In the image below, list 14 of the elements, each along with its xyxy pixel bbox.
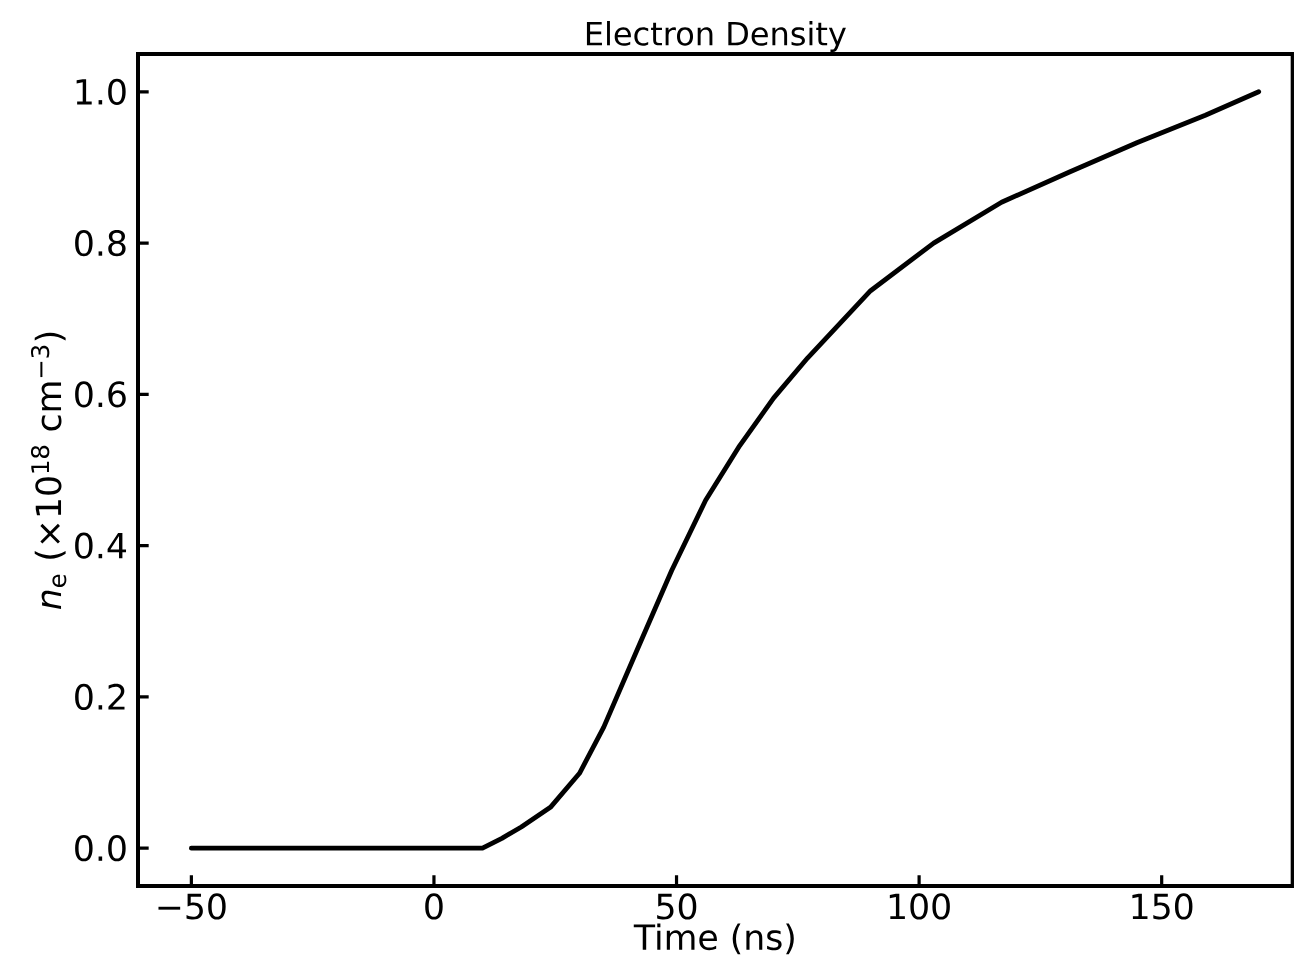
y-tick-label: 0.0 — [75, 835, 126, 862]
x-tick-label: 100 — [889, 893, 950, 920]
y-tick-label: 0.2 — [75, 683, 125, 710]
x-tick-label: −50 — [158, 893, 226, 920]
x-tick-label: 0 — [425, 893, 443, 920]
x-tick-label: 50 — [657, 893, 697, 920]
y-axis-title: n$_{e}$ (×10$^{18}$ cm$^{−3}$) — [30, 332, 67, 610]
y-tick-label: 0.6 — [75, 381, 126, 408]
x-tick-label: 150 — [1132, 893, 1193, 920]
x-axis-title: Time (ns) — [633, 923, 794, 955]
y-tick-label: 1.0 — [76, 78, 126, 105]
chart-title: Electron Density — [586, 20, 846, 52]
y-tick-label: 0.4 — [75, 532, 127, 559]
y-tick-label: 0.8 — [75, 229, 126, 257]
